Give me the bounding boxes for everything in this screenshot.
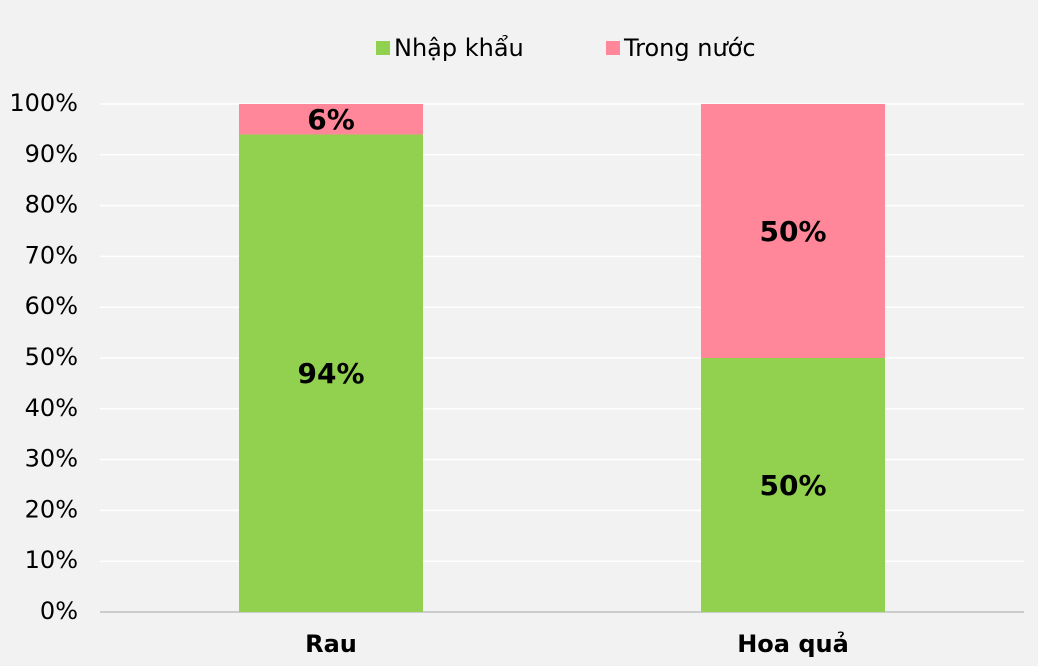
x-tick-label: Rau bbox=[305, 630, 357, 658]
legend-label: Trong nước bbox=[623, 34, 756, 62]
bar-segment bbox=[239, 104, 423, 135]
y-tick-label: 20% bbox=[25, 495, 78, 523]
legend-swatch bbox=[606, 41, 620, 55]
y-tick-label: 40% bbox=[25, 394, 78, 422]
y-tick-label: 10% bbox=[25, 546, 78, 574]
legend-label: Nhập khẩu bbox=[394, 34, 524, 62]
y-tick-label: 90% bbox=[25, 140, 78, 168]
x-tick-label: Hoa quả bbox=[737, 630, 849, 658]
data-label: 6% bbox=[307, 103, 355, 136]
bar-segment bbox=[239, 134, 423, 613]
data-label: 94% bbox=[297, 357, 364, 390]
y-tick-label: 100% bbox=[9, 89, 78, 117]
y-tick-label: 80% bbox=[25, 191, 78, 219]
y-tick-label: 50% bbox=[25, 343, 78, 371]
bar-segment bbox=[701, 358, 885, 612]
bar-segment bbox=[701, 104, 885, 358]
y-tick-label: 30% bbox=[25, 445, 78, 473]
legend-swatch bbox=[376, 41, 390, 55]
y-tick-label: 70% bbox=[25, 241, 78, 269]
y-tick-label: 60% bbox=[25, 292, 78, 320]
data-label: 50% bbox=[759, 215, 826, 248]
y-tick-label: 0% bbox=[40, 597, 78, 625]
data-label: 50% bbox=[759, 469, 826, 502]
